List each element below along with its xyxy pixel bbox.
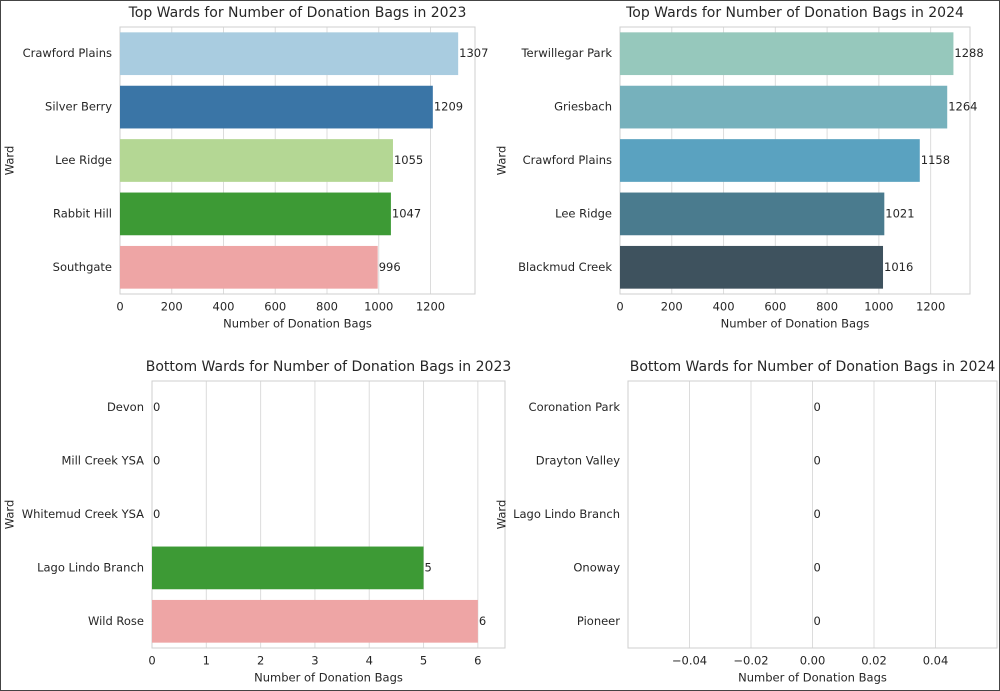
value-label: 1047 xyxy=(392,206,421,220)
y-axis-label: Ward xyxy=(495,500,509,530)
value-label: 0 xyxy=(153,454,160,468)
y-axis-label: Ward xyxy=(3,500,17,530)
value-label: 0 xyxy=(153,507,160,521)
x-axis-label: Number of Donation Bags xyxy=(223,317,372,331)
bar xyxy=(620,245,884,289)
x-tick-label: 1000 xyxy=(864,300,893,314)
value-label: 996 xyxy=(379,260,401,274)
bar xyxy=(620,85,948,129)
x-tick-label: −0.02 xyxy=(733,654,768,668)
y-tick-label: Griesbach xyxy=(554,100,612,114)
x-tick-label: 200 xyxy=(161,300,183,314)
y-tick-label: Mill Creek YSA xyxy=(61,454,144,468)
bar xyxy=(620,32,954,76)
y-tick-label: Coronation Park xyxy=(529,400,621,414)
x-tick-label: 0.02 xyxy=(861,654,887,668)
y-tick-label: Wild Rose xyxy=(88,614,144,628)
bar xyxy=(120,139,393,182)
x-tick-label: 0.04 xyxy=(923,654,949,668)
y-tick-label: Southgate xyxy=(53,260,112,274)
y-tick-label: Lee Ridge xyxy=(555,206,612,220)
y-tick-label: Crawford Plains xyxy=(23,46,112,60)
y-tick-label: Lee Ridge xyxy=(55,153,112,167)
x-tick-label: 6 xyxy=(474,654,481,668)
bar xyxy=(120,32,459,76)
x-tick-label: 600 xyxy=(764,300,786,314)
y-tick-label: Drayton Valley xyxy=(536,454,620,468)
y-tick-label: Lago Lindo Branch xyxy=(37,560,144,574)
x-tick-label: 3 xyxy=(311,654,318,668)
y-tick-label: Rabbit Hill xyxy=(53,206,112,220)
y-axis-label: Ward xyxy=(3,146,17,176)
y-tick-label: Blackmud Creek xyxy=(518,260,612,274)
x-axis-label: Number of Donation Bags xyxy=(254,671,403,685)
x-tick-label: 4 xyxy=(366,654,373,668)
x-tick-label: 800 xyxy=(316,300,338,314)
x-tick-label: 200 xyxy=(661,300,683,314)
y-tick-label: Devon xyxy=(107,400,144,414)
value-label: 0 xyxy=(153,400,160,414)
bar xyxy=(620,139,920,182)
value-label: 0 xyxy=(814,400,821,414)
y-tick-label: Silver Berry xyxy=(45,100,112,114)
value-label: 0 xyxy=(814,507,821,521)
x-tick-label: 2 xyxy=(257,654,264,668)
chart-title: Bottom Wards for Number of Donation Bags… xyxy=(146,359,512,375)
value-label: 1264 xyxy=(948,100,977,114)
y-tick-label: Lago Lindo Branch xyxy=(513,507,620,521)
plot-border xyxy=(627,380,998,649)
bar xyxy=(120,192,391,236)
x-tick-label: 1 xyxy=(203,654,210,668)
bar xyxy=(620,192,885,236)
bar xyxy=(152,599,478,643)
value-label: 1016 xyxy=(884,260,913,274)
x-tick-label: −0.04 xyxy=(672,654,707,668)
x-tick-label: 600 xyxy=(264,300,286,314)
value-label: 0 xyxy=(814,614,821,628)
x-tick-label: 0.00 xyxy=(800,654,826,668)
x-tick-label: 400 xyxy=(213,300,235,314)
bar xyxy=(120,85,433,129)
value-label: 1307 xyxy=(459,46,488,60)
value-label: 1021 xyxy=(885,206,914,220)
value-label: 1055 xyxy=(394,153,423,167)
x-tick-label: 400 xyxy=(713,300,735,314)
bar xyxy=(120,245,378,289)
x-tick-label: 0 xyxy=(148,654,155,668)
chart-title: Bottom Wards for Number of Donation Bags… xyxy=(630,359,996,375)
chart-title: Top Wards for Number of Donation Bags in… xyxy=(128,5,467,21)
x-axis-label: Number of Donation Bags xyxy=(738,671,887,685)
x-tick-label: 0 xyxy=(616,300,623,314)
y-tick-label: Terwillegar Park xyxy=(520,46,612,60)
y-tick-label: Whitemud Creek YSA xyxy=(22,507,144,521)
x-tick-label: 1200 xyxy=(416,300,445,314)
y-axis-label: Ward xyxy=(495,146,509,176)
value-label: 6 xyxy=(479,614,486,628)
value-label: 0 xyxy=(814,560,821,574)
y-tick-label: Pioneer xyxy=(577,614,620,628)
value-label: 1158 xyxy=(921,153,950,167)
x-tick-label: 800 xyxy=(816,300,838,314)
value-label: 1209 xyxy=(434,100,463,114)
plot-border xyxy=(151,380,506,649)
y-tick-label: Onoway xyxy=(573,560,620,574)
chart-title: Top Wards for Number of Donation Bags in… xyxy=(625,5,964,21)
value-label: 1288 xyxy=(954,46,983,60)
bar xyxy=(152,546,424,590)
value-label: 0 xyxy=(814,454,821,468)
x-tick-label: 1000 xyxy=(364,300,393,314)
y-tick-label: Crawford Plains xyxy=(523,153,612,167)
value-label: 5 xyxy=(425,560,432,574)
x-tick-label: 5 xyxy=(420,654,427,668)
x-axis-label: Number of Donation Bags xyxy=(721,317,870,331)
x-tick-label: 1200 xyxy=(916,300,945,314)
x-tick-label: 0 xyxy=(116,300,123,314)
